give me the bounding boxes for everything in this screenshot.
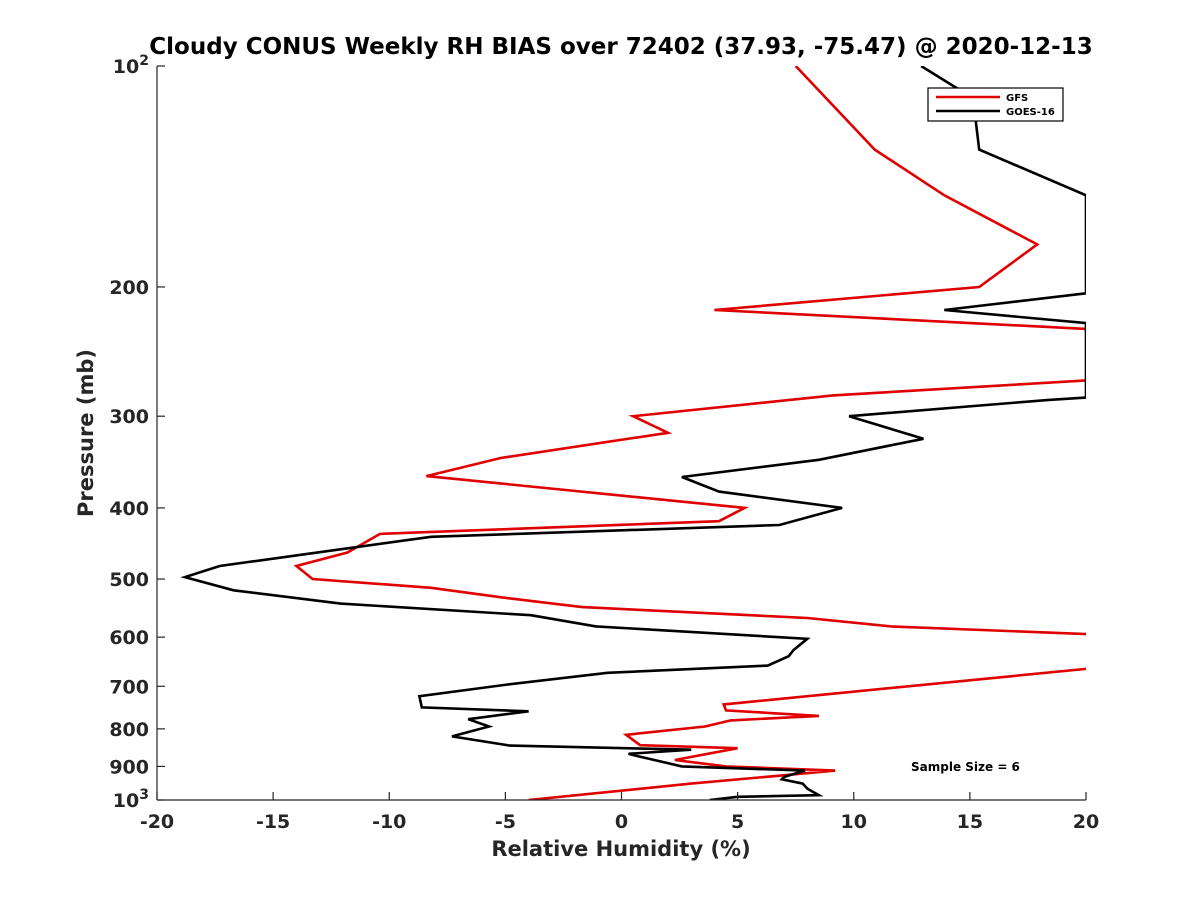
- x-tick-label: 10: [841, 811, 867, 833]
- y-axis-label: Pressure (mb): [74, 349, 98, 517]
- axes-layer: [156, 66, 1086, 801]
- chart-title: Cloudy CONUS Weekly RH BIAS over 72402 (…: [149, 34, 1092, 60]
- y-tick-label: 400: [109, 498, 149, 520]
- series-line-gfs: [293, 66, 1086, 800]
- y-tick-label: 700: [109, 676, 149, 698]
- y-tick-label: 103: [113, 787, 149, 812]
- y-tick-label: 200: [109, 277, 149, 299]
- x-axis-label: Relative Humidity (%): [491, 837, 750, 861]
- x-tick-label: -5: [495, 811, 516, 833]
- y-tick-label: 300: [109, 406, 149, 428]
- y-tick-label: 900: [109, 756, 149, 778]
- legend-label-goes16: GOES-16: [1006, 107, 1055, 118]
- legend-label-gfs: GFS: [1006, 93, 1028, 104]
- series-layer: [180, 66, 1086, 800]
- x-tick-label: 0: [615, 811, 628, 833]
- legend-box: [927, 87, 1064, 122]
- x-tick-label: -20: [140, 811, 174, 833]
- x-tick-label: 20: [1073, 811, 1099, 833]
- x-tick-label: 5: [731, 811, 744, 833]
- x-ticks: -20 -15 -10 -5 0 5 10 15 20: [140, 792, 1099, 833]
- series-line-goes-16: [180, 66, 1086, 800]
- legend: GFS GOES-16: [927, 87, 1064, 122]
- y-tick-label: 500: [109, 569, 149, 591]
- y-ticks: 102 200 300 400 500 600 700 800 900 103: [109, 53, 165, 812]
- y-tick-label: 102: [113, 53, 149, 78]
- sample-size-annotation: Sample Size = 6: [911, 760, 1020, 774]
- y-tick-label: 600: [109, 627, 149, 649]
- x-tick-label: -15: [256, 811, 290, 833]
- y-tick-label: 800: [109, 719, 149, 741]
- x-tick-label: 15: [957, 811, 983, 833]
- x-tick-label: -10: [372, 811, 406, 833]
